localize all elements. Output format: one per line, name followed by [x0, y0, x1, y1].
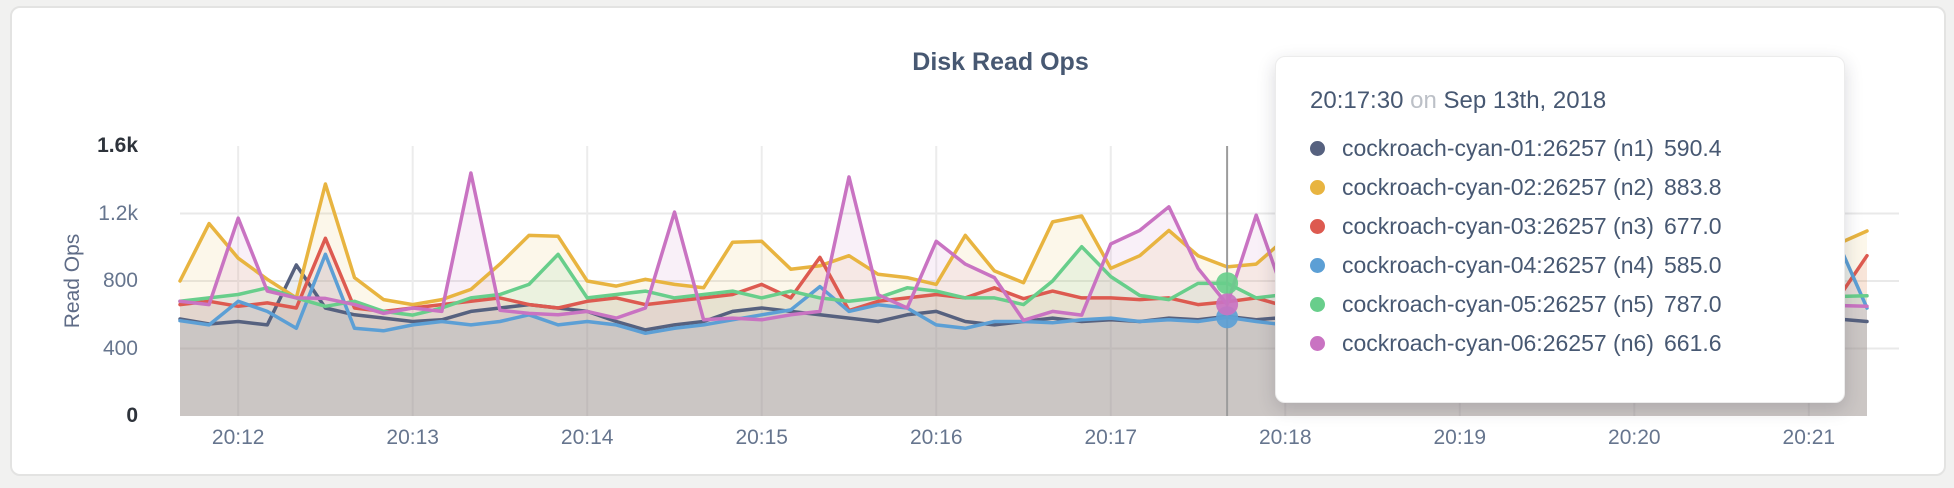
tooltip-header: 20:17:30 on Sep 13th, 2018 [1310, 87, 1810, 115]
tooltip-series-label: cockroach-cyan-01:26257 (n1) [1342, 135, 1654, 161]
tooltip-series-row: cockroach-cyan-05:26257 (n5) 787.0 [1310, 285, 1810, 324]
series-color-dot-icon [1310, 219, 1325, 234]
chart-title: Disk Read Ops [912, 48, 1089, 76]
x-tick-label: 20:12 [211, 426, 265, 449]
tooltip-series-row: cockroach-cyan-02:26257 (n2) 883.8 [1310, 168, 1810, 207]
series-color-dot-icon [1310, 258, 1325, 273]
tooltip-conjunction: on [1410, 87, 1437, 114]
x-tick-label: 20:17 [1084, 426, 1138, 449]
chart-tooltip: 20:17:30 on Sep 13th, 2018 cockroach-cya… [1275, 56, 1845, 403]
tooltip-series-label: cockroach-cyan-02:26257 (n2) [1342, 174, 1654, 200]
x-tick-label: 20:20 [1608, 426, 1661, 449]
series-color-dot-icon [1310, 297, 1325, 312]
y-tick-label: 1.2k [98, 201, 138, 225]
x-tick-label: 20:15 [735, 426, 788, 449]
hover-point-dot [1216, 293, 1239, 316]
tooltip-series-value: 883.8 [1664, 174, 1722, 200]
x-tick-label: 20:16 [909, 426, 963, 449]
x-tick-label: 20:21 [1782, 426, 1836, 449]
tooltip-series-label: cockroach-cyan-05:26257 (n5) [1342, 291, 1654, 317]
x-tick-label: 20:18 [1258, 426, 1312, 449]
y-tick-label: 1.6k [97, 134, 138, 157]
series-color-dot-icon [1310, 141, 1325, 156]
x-tick-label: 20:13 [386, 426, 439, 449]
x-tick-label: 20:14 [560, 426, 614, 449]
tooltip-series-label: cockroach-cyan-04:26257 (n4) [1342, 252, 1654, 278]
tooltip-series-value: 661.6 [1664, 330, 1722, 356]
y-tick-label: 400 [102, 336, 138, 360]
series-color-dot-icon [1310, 336, 1325, 351]
tooltip-series-value: 590.4 [1664, 135, 1722, 161]
tooltip-series-label: cockroach-cyan-06:26257 (n6) [1342, 330, 1654, 356]
tooltip-series-value: 677.0 [1664, 213, 1722, 239]
tooltip-time: 20:17:30 [1310, 87, 1404, 114]
chart-card: Disk Read Ops Read Ops 1.6k 1.2k 800 400 0 2… [10, 6, 1946, 476]
y-tick-label: 800 [102, 269, 138, 292]
tooltip-date: Sep 13th, 2018 [1443, 87, 1607, 114]
tooltip-series-list: cockroach-cyan-01:26257 (n1) 590.4 cockroa… [1310, 129, 1810, 363]
x-tick-label: 20:19 [1433, 426, 1487, 449]
tooltip-series-value: 585.0 [1664, 252, 1722, 278]
tooltip-series-row: cockroach-cyan-04:26257 (n4) 585.0 [1310, 246, 1810, 285]
tooltip-series-row: cockroach-cyan-03:26257 (n3) 677.0 [1310, 207, 1810, 246]
series-color-dot-icon [1310, 180, 1325, 195]
y-tick-label: 0 [126, 404, 138, 427]
tooltip-series-value: 787.0 [1664, 291, 1722, 317]
tooltip-series-row: cockroach-cyan-06:26257 (n6) 661.6 [1310, 324, 1810, 363]
tooltip-series-label: cockroach-cyan-03:26257 (n3) [1342, 213, 1654, 239]
tooltip-series-row: cockroach-cyan-01:26257 (n1) 590.4 [1310, 129, 1810, 168]
hover-point-dot [1216, 272, 1239, 295]
